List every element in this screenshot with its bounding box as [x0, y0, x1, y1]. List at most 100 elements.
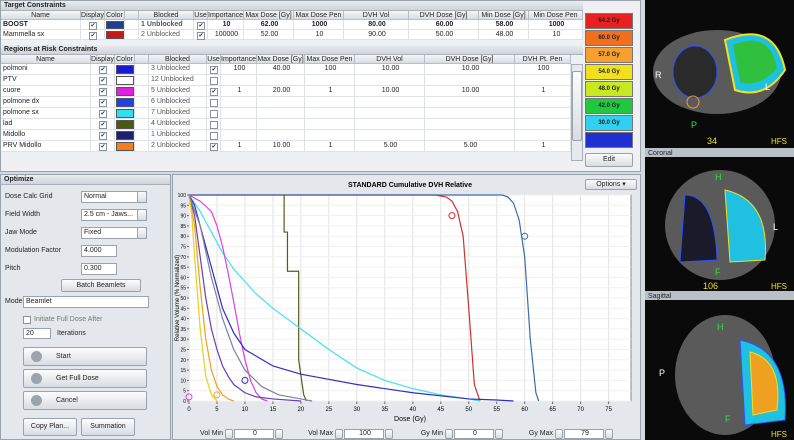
row-value[interactable]: 100 [221, 64, 257, 75]
row-value[interactable]: 90.00 [344, 30, 409, 40]
color-swatch[interactable] [106, 31, 124, 39]
row-value[interactable]: 1000 [294, 20, 344, 30]
checkbox[interactable] [210, 131, 218, 140]
checkbox[interactable] [210, 109, 218, 118]
row-value[interactable]: 40.00 [257, 64, 305, 75]
row-value[interactable]: 1 [305, 141, 355, 152]
row-name[interactable]: polmone dx [1, 97, 91, 108]
row-value[interactable]: 10.00 [425, 86, 515, 97]
checkbox[interactable]: ✔ [99, 120, 107, 129]
field-input[interactable]: 4.000 [81, 245, 117, 257]
spin-down[interactable] [555, 429, 563, 439]
checkbox[interactable]: ✔ [197, 21, 205, 30]
spin-up[interactable] [385, 429, 393, 439]
row-name[interactable]: PRV Midollo [1, 141, 91, 152]
row-value[interactable]: 58.00 [479, 20, 529, 30]
checkbox[interactable]: ✔ [89, 21, 97, 30]
checkbox[interactable]: ✔ [99, 142, 107, 151]
row-value[interactable]: 48.00 [479, 30, 529, 40]
color-swatch[interactable] [116, 98, 134, 107]
color-swatch[interactable] [106, 21, 124, 29]
iterations-input[interactable]: 20 [23, 328, 51, 339]
color-swatch[interactable] [116, 109, 134, 118]
action-button[interactable]: Cancel [23, 391, 147, 410]
mode-select[interactable]: Beamlet [23, 296, 149, 308]
color-swatch[interactable] [116, 131, 134, 140]
row-value[interactable]: 1 [221, 86, 257, 97]
row-value[interactable]: 5.00 [425, 141, 515, 152]
row-name[interactable]: polmoni [1, 64, 91, 75]
row-value[interactable]: 1000 [529, 20, 583, 30]
color-swatch[interactable] [116, 87, 134, 96]
checkbox[interactable]: ✔ [210, 87, 218, 96]
options-button[interactable]: Options ▾ [585, 179, 637, 190]
checkbox[interactable]: ✔ [99, 65, 107, 74]
checkbox[interactable]: ✔ [197, 31, 205, 40]
field-input[interactable]: 0.300 [81, 263, 117, 275]
row-value[interactable]: 10 [294, 30, 344, 40]
checkbox[interactable]: ✔ [210, 142, 218, 151]
row-value[interactable]: 10.00 [355, 64, 425, 75]
row-value[interactable]: 10 [208, 20, 244, 30]
checkbox[interactable] [210, 76, 218, 85]
checkbox[interactable]: ✔ [99, 131, 107, 140]
checkbox[interactable] [23, 316, 31, 324]
bottom-button[interactable]: Summation [81, 418, 135, 436]
row-value[interactable]: 10.00 [355, 86, 425, 97]
row-value[interactable]: 50.00 [409, 30, 479, 40]
row-value[interactable]: 80.00 [344, 20, 409, 30]
row-value[interactable]: 62.00 [244, 20, 294, 30]
range-input[interactable]: 0 [234, 429, 274, 439]
checkbox[interactable]: ✔ [99, 98, 107, 107]
spin-down[interactable] [225, 429, 233, 439]
edit-button[interactable]: Edit [585, 153, 633, 167]
row-name[interactable]: polmone sx [1, 108, 91, 119]
checkbox[interactable]: ✔ [99, 87, 107, 96]
checkbox[interactable] [210, 120, 218, 129]
spin-up[interactable] [495, 429, 503, 439]
row-name[interactable]: BOOST [1, 20, 81, 30]
bottom-button[interactable]: Copy Plan... [23, 418, 77, 436]
row-name[interactable]: Mammella sx [1, 30, 81, 40]
row-value[interactable]: 5.00 [355, 141, 425, 152]
row-name[interactable]: lad [1, 119, 91, 130]
range-input[interactable]: 79 [564, 429, 604, 439]
color-swatch[interactable] [116, 120, 134, 129]
checkbox[interactable] [210, 98, 218, 107]
checkbox[interactable]: ✔ [99, 76, 107, 85]
row-value[interactable]: 10.00 [257, 141, 305, 152]
spin-down[interactable] [445, 429, 453, 439]
color-swatch[interactable] [116, 76, 134, 85]
range-input[interactable]: 0 [454, 429, 494, 439]
row-value[interactable]: 100 [515, 64, 571, 75]
action-button[interactable]: Start [23, 347, 147, 366]
row-name[interactable]: Midollo [1, 130, 91, 141]
spin-up[interactable] [605, 429, 613, 439]
field-select[interactable]: Normal [81, 191, 147, 203]
row-name[interactable]: PTV [1, 75, 91, 86]
row-value[interactable]: 52.00 [244, 30, 294, 40]
dropdown-arrow[interactable] [137, 227, 147, 239]
row-value[interactable]: 1 [305, 86, 355, 97]
dropdown-arrow[interactable] [137, 209, 147, 221]
row-value[interactable]: 60.00 [409, 20, 479, 30]
row-value[interactable]: 100 [305, 64, 355, 75]
range-input[interactable]: 100 [344, 429, 384, 439]
dropdown-arrow[interactable] [137, 191, 147, 203]
action-button[interactable]: Get Full Dose [23, 369, 147, 388]
color-swatch[interactable] [116, 142, 134, 151]
spin-up[interactable] [275, 429, 283, 439]
checkbox[interactable]: ✔ [99, 109, 107, 118]
batch-button[interactable]: Batch Beamlets [61, 279, 141, 292]
checkbox[interactable]: ✔ [210, 65, 218, 74]
row-value[interactable]: 10 [529, 30, 583, 40]
row-value[interactable]: 1 [221, 141, 257, 152]
row-value[interactable]: 100000 [208, 30, 244, 40]
spin-down[interactable] [335, 429, 343, 439]
row-value[interactable]: 10.00 [425, 64, 515, 75]
checkbox[interactable]: ✔ [89, 31, 97, 40]
row-value[interactable]: 20.00 [257, 86, 305, 97]
row-value[interactable]: 1 [515, 141, 571, 152]
row-value[interactable]: 1 [515, 86, 571, 97]
color-swatch[interactable] [116, 65, 134, 74]
